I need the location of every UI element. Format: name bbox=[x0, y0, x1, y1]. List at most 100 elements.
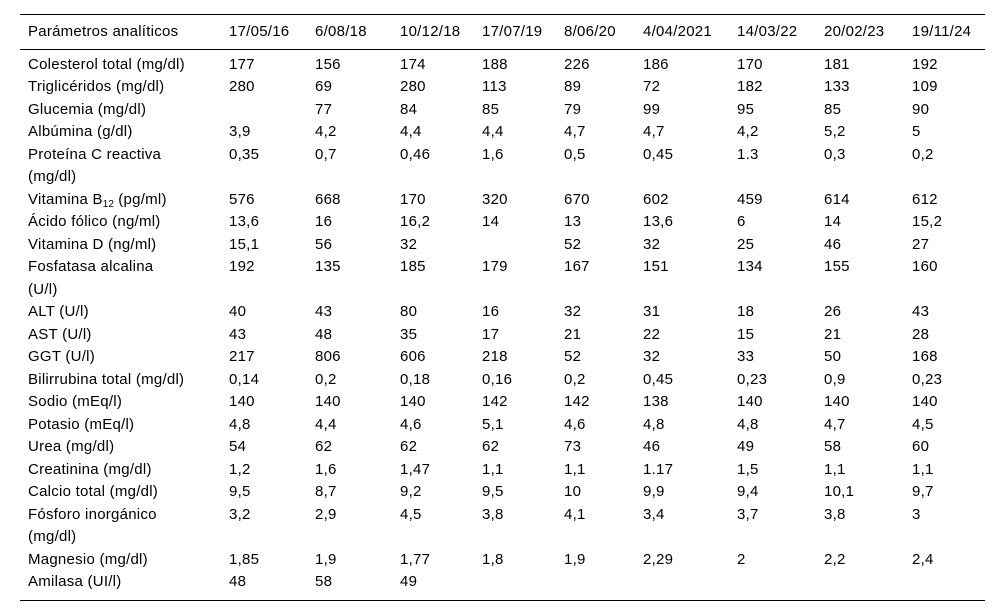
cell-value: 160 bbox=[912, 258, 938, 275]
label-text: Fósforo inorgánico bbox=[28, 505, 157, 523]
cell-value: 182 bbox=[737, 78, 763, 95]
label-text: (mg/dl) bbox=[28, 528, 77, 545]
row-label: GGT (U/l) bbox=[20, 346, 229, 369]
row-label: Creatinina (mg/dl) bbox=[20, 459, 229, 482]
table-row: Proteína C reactiva (mg/dl) 0,35 0,7 0,46 1,6… bbox=[20, 144, 985, 189]
label-text: GGT (U/l) bbox=[28, 348, 95, 365]
cell-value: 1,1 bbox=[912, 460, 934, 478]
table-row: Creatinina (mg/dl) 1,2 1,6 1,47 1,1 1,1 1.17 1,… bbox=[20, 459, 985, 482]
cell-value bbox=[824, 571, 912, 600]
cell-value: 0,9 bbox=[824, 370, 846, 388]
cell-value: 1,85 bbox=[229, 550, 260, 568]
table-row: Magnesio (mg/dl) 1,85 1,9 1,77 1,8 1,9 2,29 2 2,… bbox=[20, 549, 985, 572]
row-label: Bilirrubina total (mg/dl) bbox=[20, 369, 229, 392]
cell-value: 109 bbox=[912, 78, 938, 95]
cell-value: 140 bbox=[912, 393, 938, 410]
label-text: Triglicéridos (mg/dl) bbox=[28, 78, 165, 95]
cell-value: 5,2 bbox=[824, 123, 846, 140]
row-label: Ácido fólico (ng/ml) bbox=[20, 211, 229, 234]
cell-value: 49 bbox=[400, 573, 418, 590]
cell-value bbox=[737, 571, 824, 600]
cell-value: 32 bbox=[643, 348, 661, 365]
cell-value: 31 bbox=[643, 303, 661, 320]
cell-value: 0,23 bbox=[737, 370, 768, 388]
cell-value: 1,2 bbox=[229, 460, 251, 478]
cell-value: 1,1 bbox=[564, 460, 586, 478]
cell-value: 576 bbox=[229, 190, 255, 208]
cell-value: 0,2 bbox=[315, 370, 337, 388]
cell-value: 0,18 bbox=[400, 370, 431, 388]
cell-value: 43 bbox=[315, 303, 333, 320]
cell-value: 84 bbox=[400, 100, 418, 118]
cell-value: 32 bbox=[400, 235, 418, 253]
table-row: Glucemia (mg/dl) 77 84 85 79 99 95 85 90 bbox=[20, 99, 985, 122]
cell-value: 1,77 bbox=[400, 550, 431, 568]
cell-value: 21 bbox=[564, 325, 582, 343]
cell-value: 58 bbox=[315, 573, 333, 590]
label-text: AST (U/l) bbox=[28, 325, 92, 343]
label-text: (mg/dl) bbox=[28, 168, 77, 185]
cell-value: 0,35 bbox=[229, 145, 260, 163]
cell-value: 10 bbox=[564, 483, 582, 500]
cell-value bbox=[564, 571, 643, 600]
cell-value: 4,7 bbox=[564, 123, 586, 140]
cell-value: 179 bbox=[482, 258, 508, 275]
cell-value: 1,47 bbox=[400, 460, 431, 478]
cell-value: 138 bbox=[643, 393, 669, 410]
cell-value: 35 bbox=[400, 325, 418, 343]
table-row: Vitamina B12 (pg/ml) 576 668 170 320 670 602 45… bbox=[20, 189, 985, 212]
row-label: Albúmina (g/dl) bbox=[20, 121, 229, 144]
row-label: Urea (mg/dl) bbox=[20, 436, 229, 459]
table-row: AST (U/l) 43 48 35 17 21 22 15 21 28 bbox=[20, 324, 985, 347]
cell-value: 280 bbox=[229, 78, 255, 95]
cell-value: 4,7 bbox=[643, 123, 665, 140]
cell-value: 13,6 bbox=[643, 213, 674, 230]
cell-value: 2,2 bbox=[824, 550, 846, 568]
cell-value: 9,2 bbox=[400, 483, 422, 500]
cell-value: 140 bbox=[824, 393, 850, 410]
column-header-date: 20/02/23 bbox=[824, 14, 912, 50]
label-text: Amilasa (UI/l) bbox=[28, 573, 122, 590]
label-subscript: 12 bbox=[102, 198, 114, 210]
cell-value: 140 bbox=[737, 393, 763, 410]
label-text: (pg/ml) bbox=[113, 190, 167, 208]
cell-value: 4,1 bbox=[564, 505, 586, 523]
column-header-date: 17/07/19 bbox=[482, 14, 564, 50]
cell-value: 177 bbox=[229, 55, 255, 73]
column-header-date: 4/04/2021 bbox=[643, 14, 737, 50]
table-row: Fósforo inorgánico (mg/dl) 3,2 2,9 4,5 3,8 4,1… bbox=[20, 504, 985, 549]
cell-value: 85 bbox=[824, 100, 842, 118]
cell-value: 3 bbox=[912, 505, 921, 523]
cell-value: 90 bbox=[912, 100, 930, 118]
cell-value: 4,4 bbox=[400, 123, 422, 140]
cell-value bbox=[643, 571, 737, 600]
cell-value: 26 bbox=[824, 303, 842, 320]
row-label: Vitamina D (ng/ml) bbox=[20, 234, 229, 257]
cell-value: 9,4 bbox=[737, 483, 759, 500]
cell-value: 1,1 bbox=[482, 460, 504, 478]
row-label: AST (U/l) bbox=[20, 324, 229, 347]
cell-value: 167 bbox=[564, 258, 590, 275]
cell-value: 188 bbox=[482, 55, 508, 73]
cell-value: 170 bbox=[737, 55, 763, 73]
cell-value: 27 bbox=[912, 235, 930, 253]
cell-value: 46 bbox=[824, 235, 842, 253]
label-text: Vitamina B bbox=[28, 190, 103, 208]
column-header-parameters: Parámetros analíticos bbox=[20, 14, 229, 50]
cell-value: 3,7 bbox=[737, 505, 759, 523]
cell-value: 69 bbox=[315, 78, 333, 95]
cell-value: 806 bbox=[315, 348, 341, 365]
label-text: Potasio (mEq/l) bbox=[28, 415, 135, 433]
cell-value: 1,9 bbox=[315, 550, 337, 568]
row-label: Triglicéridos (mg/dl) bbox=[20, 76, 229, 99]
cell-value: 4,2 bbox=[737, 123, 759, 140]
cell-value: 16,2 bbox=[400, 213, 431, 230]
row-label: Potasio (mEq/l) bbox=[20, 414, 229, 437]
table-row: Fosfatasa alcalina (U/l) 192 135 185 179 167 15… bbox=[20, 256, 985, 301]
row-label: Proteína C reactiva (mg/dl) bbox=[20, 144, 229, 189]
row-label: Amilasa (UI/l) bbox=[20, 571, 229, 600]
label-text: Sodio (mEq/l) bbox=[28, 393, 123, 410]
cell-value: 32 bbox=[564, 303, 582, 320]
row-label: Magnesio (mg/dl) bbox=[20, 549, 229, 572]
